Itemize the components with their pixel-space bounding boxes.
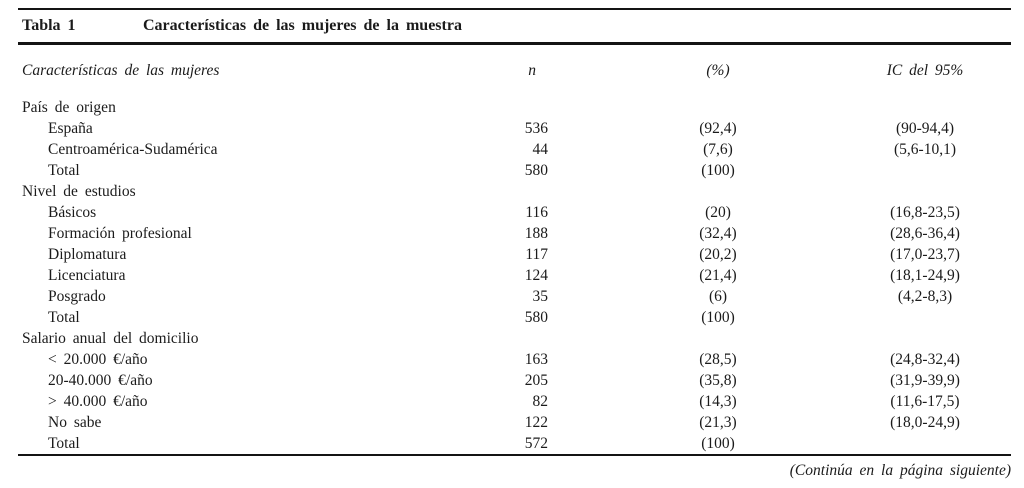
- table-number-label: Tabla 1: [22, 17, 76, 34]
- section-header-row: Salario anual del domicilio: [18, 328, 1011, 349]
- cell-percent: (28,5): [699, 351, 737, 368]
- column-header-caracteristicas: Características de las mujeres: [22, 62, 220, 79]
- cell-ci95: (4,2-8,3): [897, 288, 953, 305]
- row-label: Diplomatura: [48, 246, 127, 263]
- empty-cell: [458, 181, 548, 202]
- table-title: Características de las mujeres de la mue…: [143, 17, 462, 34]
- bottom-rule: [18, 454, 1011, 456]
- empty-cell: [548, 97, 808, 118]
- table-row: Centroamérica-Sudamérica 44 (7,6) (5,6-10,1…: [18, 139, 1011, 160]
- row-label: Formación profesional: [48, 225, 192, 242]
- cell-percent: (20): [705, 204, 731, 221]
- row-label: Licenciatura: [48, 267, 126, 284]
- row-label: 20-40.000 €/año: [48, 372, 153, 389]
- table-row: Diplomatura 117 (20,2) (17,0-23,7): [18, 244, 1011, 265]
- cell-n: 580: [524, 162, 548, 179]
- cell-percent: (100): [701, 309, 735, 326]
- empty-cell: [808, 181, 1011, 202]
- table-row: Básicos 116 (20) (16,8-23,5): [18, 202, 1011, 223]
- continuation-note: (Continúa en la página siguiente): [789, 462, 1011, 479]
- row-label: España: [48, 120, 93, 137]
- empty-cell: [548, 181, 808, 202]
- column-header-ci95: IC del 95%: [886, 62, 964, 79]
- section-label: País de origen: [22, 99, 116, 116]
- row-label: Posgrado: [48, 288, 106, 305]
- table-row: No sabe 122 (21,3) (18,0-24,9): [18, 412, 1011, 433]
- cell-n: 163: [524, 351, 548, 368]
- row-label: Total: [48, 162, 80, 179]
- cell-n: 82: [532, 393, 549, 410]
- cell-percent: (20,2): [699, 246, 737, 263]
- cell-ci95: (24,8-32,4): [890, 351, 960, 368]
- cell-ci95: (90-94,4): [895, 120, 955, 137]
- cell-ci95: (18,0-24,9): [890, 414, 960, 431]
- table-row: Formación profesional 188 (32,4) (28,6-36,4…: [18, 223, 1011, 244]
- table-row: > 40.000 €/año 82 (14,3) (11,6-17,5): [18, 391, 1011, 412]
- table-row: Licenciatura 124 (21,4) (18,1-24,9): [18, 265, 1011, 286]
- cell-ci95: [808, 160, 1011, 181]
- table-row: 20-40.000 €/año 205 (35,8) (31,9-39,9): [18, 370, 1011, 391]
- empty-cell: [808, 328, 1011, 349]
- cell-percent: (32,4): [699, 225, 737, 242]
- row-label: Básicos: [48, 204, 97, 221]
- cell-percent: (100): [701, 435, 735, 452]
- cell-n: 117: [525, 246, 548, 263]
- cell-n: 35: [532, 288, 549, 305]
- cell-percent: (21,3): [699, 414, 737, 431]
- row-label: No sabe: [48, 414, 102, 431]
- cell-percent: (14,3): [699, 393, 737, 410]
- empty-cell: [458, 328, 548, 349]
- cell-ci95: [808, 433, 1011, 454]
- section-label: Salario anual del domicilio: [22, 330, 199, 347]
- cell-percent: (21,4): [699, 267, 737, 284]
- row-label: < 20.000 €/año: [48, 351, 148, 368]
- cell-n: 188: [524, 225, 548, 242]
- cell-percent: (100): [701, 162, 735, 179]
- cell-ci95: [808, 307, 1011, 328]
- table-row: Posgrado 35 (6) (4,2-8,3): [18, 286, 1011, 307]
- cell-ci95: (18,1-24,9): [890, 267, 960, 284]
- cell-n: 580: [524, 309, 548, 326]
- cell-percent: (6): [708, 288, 728, 305]
- cell-ci95: (17,0-23,7): [890, 246, 960, 263]
- empty-cell: [458, 97, 548, 118]
- column-header-row: Características de las mujeres n (%) IC …: [18, 45, 1011, 97]
- cell-n: 124: [524, 267, 548, 284]
- column-header-n: n: [528, 62, 536, 79]
- cell-n: 44: [532, 141, 549, 158]
- section-label: Nivel de estudios: [22, 183, 136, 200]
- table-row: < 20.000 €/año 163 (28,5) (24,8-32,4): [18, 349, 1011, 370]
- row-label: Centroamérica-Sudamérica: [48, 141, 218, 158]
- empty-cell: [548, 328, 808, 349]
- cell-percent: (35,8): [699, 372, 737, 389]
- table-row: Total 580 (100): [18, 307, 1011, 328]
- row-label: Total: [48, 309, 80, 326]
- table-row: España 536 (92,4) (90-94,4): [18, 118, 1011, 139]
- row-label: Total: [48, 435, 80, 452]
- sample-characteristics-table: Características de las mujeres n (%) IC …: [18, 45, 1011, 454]
- cell-n: 205: [524, 372, 548, 389]
- cell-percent: (7,6): [703, 141, 733, 158]
- top-rule: [18, 8, 1011, 10]
- cell-n: 116: [525, 204, 548, 221]
- cell-ci95: (11,6-17,5): [890, 393, 960, 410]
- cell-n: 122: [524, 414, 548, 431]
- empty-cell: [808, 97, 1011, 118]
- cell-ci95: (31,9-39,9): [890, 372, 960, 389]
- cell-ci95: (28,6-36,4): [890, 225, 960, 242]
- table-caption: Tabla 1 Características de las mujeres de…: [18, 10, 1011, 42]
- table-row: Total 572 (100): [18, 433, 1011, 454]
- row-label: > 40.000 €/año: [48, 393, 148, 410]
- cell-n: 536: [524, 120, 548, 137]
- section-header-row: Nivel de estudios: [18, 181, 1011, 202]
- cell-n: 572: [524, 435, 548, 452]
- cell-percent: (92,4): [699, 120, 737, 137]
- table-row: Total 580 (100): [18, 160, 1011, 181]
- column-header-percent: (%): [706, 62, 730, 79]
- caption-rule: [18, 42, 1011, 45]
- cell-ci95: (5,6-10,1): [894, 141, 956, 158]
- cell-ci95: (16,8-23,5): [890, 204, 960, 221]
- section-header-row: País de origen: [18, 97, 1011, 118]
